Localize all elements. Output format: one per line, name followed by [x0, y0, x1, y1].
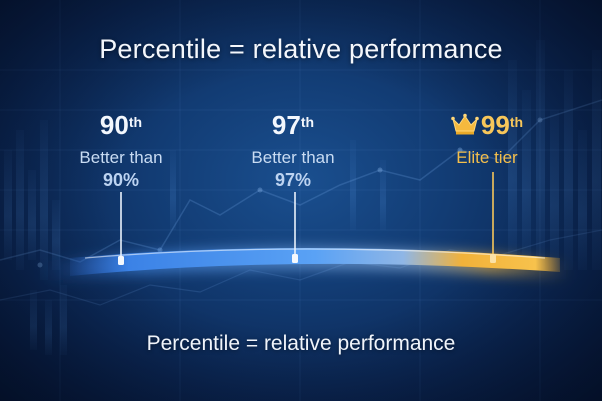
scale-highlight [84, 248, 546, 259]
marker-description: Better than [251, 148, 335, 167]
crown-icon [451, 113, 479, 135]
page-title: Percentile = relative performance [99, 34, 503, 64]
marker-description: Better than [79, 148, 163, 167]
marker-rank: 99th [407, 108, 567, 142]
marker-99th: 99th Elite tier [407, 108, 567, 169]
marker-value: 97% [274, 170, 312, 190]
tick-dot-99 [490, 254, 496, 263]
marker-description: Elite tier [456, 148, 518, 167]
marker-90th: 90th Better than 90% [41, 108, 201, 191]
tick-dot-90 [118, 256, 124, 265]
scale-bar [70, 248, 560, 276]
caption: Percentile = relative performance [146, 332, 456, 355]
marker-rank: 90th [99, 110, 143, 140]
marker-rank: 97th [271, 110, 315, 140]
marker-97th: 97th Better than 97% [213, 108, 373, 191]
marker-value: 90% [102, 170, 140, 190]
tick-dot-97 [292, 254, 298, 263]
